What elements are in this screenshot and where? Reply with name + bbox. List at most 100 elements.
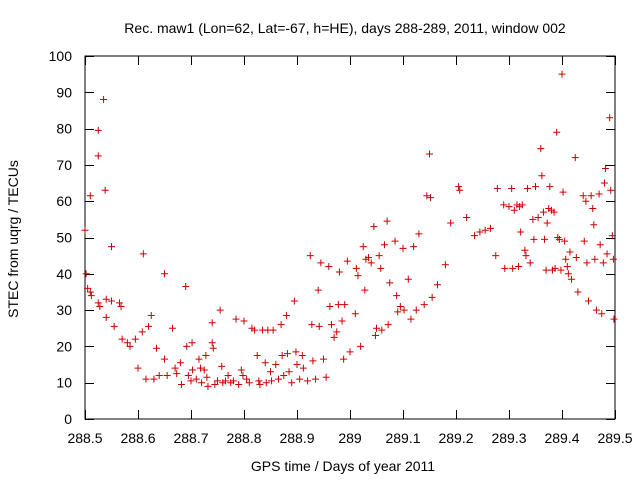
data-point bbox=[486, 224, 494, 232]
data-point bbox=[333, 328, 341, 336]
data-point bbox=[505, 203, 513, 211]
data-point bbox=[134, 364, 142, 372]
data-point bbox=[101, 186, 109, 194]
data-point bbox=[599, 259, 607, 267]
data-point bbox=[394, 308, 402, 316]
data-point bbox=[564, 270, 572, 278]
x-tick-label: 288.6 bbox=[120, 430, 155, 446]
y-tick-label: 90 bbox=[56, 84, 72, 100]
data-point bbox=[235, 381, 243, 389]
data-point bbox=[539, 208, 547, 216]
data-point bbox=[423, 192, 431, 200]
data-point bbox=[426, 150, 433, 158]
data-point bbox=[595, 190, 603, 198]
data-point bbox=[267, 368, 274, 376]
data-point bbox=[326, 302, 334, 310]
data-point bbox=[481, 226, 489, 234]
data-point bbox=[399, 244, 407, 252]
data-point bbox=[309, 357, 317, 365]
data-point bbox=[177, 381, 185, 389]
data-point bbox=[147, 312, 155, 320]
data-point bbox=[541, 235, 549, 243]
data-point bbox=[354, 272, 362, 280]
data-point bbox=[555, 235, 563, 243]
data-point bbox=[343, 257, 351, 265]
data-point bbox=[587, 192, 595, 200]
x-tick-label: 289 bbox=[338, 430, 362, 446]
data-point bbox=[501, 264, 509, 272]
data-point bbox=[346, 348, 354, 356]
data-point bbox=[304, 377, 312, 385]
data-point bbox=[386, 279, 394, 287]
chart-title: Rec. maw1 (Lon=62, Lat=-67, h=HE), days … bbox=[124, 20, 566, 36]
data-point bbox=[94, 299, 102, 307]
x-tick-label: 289.4 bbox=[544, 430, 579, 446]
data-point bbox=[306, 252, 314, 260]
data-point bbox=[509, 264, 517, 272]
data-point bbox=[579, 192, 587, 200]
data-point bbox=[204, 382, 212, 390]
data-point bbox=[261, 359, 269, 367]
data-point bbox=[463, 214, 471, 222]
data-point bbox=[572, 253, 580, 261]
data-point bbox=[327, 321, 335, 329]
data-point bbox=[142, 375, 150, 383]
data-point bbox=[441, 261, 449, 269]
data-point bbox=[188, 339, 196, 347]
data-point bbox=[288, 379, 296, 387]
data-point bbox=[335, 268, 343, 276]
data-point bbox=[163, 371, 171, 379]
data-point bbox=[214, 377, 221, 385]
data-point bbox=[87, 292, 95, 300]
data-point bbox=[404, 275, 412, 283]
x-tick-label: 288.9 bbox=[279, 430, 314, 446]
data-point bbox=[277, 321, 285, 329]
data-point bbox=[298, 351, 306, 359]
data-point bbox=[110, 322, 118, 330]
data-point bbox=[532, 183, 539, 191]
data-point bbox=[145, 322, 153, 330]
y-tick-labels: 0 10 20 30 40 50 60 70 80 90 100 bbox=[49, 48, 73, 427]
x-tick-label: 289.1 bbox=[385, 430, 420, 446]
data-point bbox=[601, 165, 609, 173]
data-point bbox=[493, 184, 501, 192]
data-point bbox=[551, 264, 559, 272]
data-point bbox=[580, 237, 588, 245]
data-point bbox=[526, 259, 534, 267]
data-point bbox=[562, 255, 570, 263]
data-point bbox=[218, 362, 226, 370]
data-point bbox=[517, 228, 525, 236]
data-point bbox=[447, 219, 455, 227]
data-point bbox=[161, 270, 168, 278]
data-point bbox=[600, 179, 608, 187]
data-point bbox=[268, 377, 276, 385]
data-point bbox=[377, 264, 385, 272]
data-point bbox=[338, 317, 346, 325]
data-point bbox=[209, 344, 217, 352]
data-point bbox=[208, 339, 216, 347]
data-point bbox=[315, 322, 323, 330]
data-point bbox=[96, 302, 104, 310]
data-point bbox=[312, 375, 320, 383]
y-tick-label: 0 bbox=[64, 411, 72, 427]
data-point bbox=[123, 339, 131, 347]
data-point bbox=[126, 342, 134, 350]
y-tick-label: 70 bbox=[56, 157, 72, 173]
data-point bbox=[571, 154, 579, 162]
data-point bbox=[86, 192, 94, 200]
data-point bbox=[325, 263, 333, 271]
data-point bbox=[542, 266, 550, 274]
data-point bbox=[224, 371, 232, 379]
data-point bbox=[592, 306, 600, 314]
data-point bbox=[197, 364, 205, 372]
data-point bbox=[396, 302, 404, 310]
data-point bbox=[251, 326, 259, 334]
data-point bbox=[115, 299, 123, 307]
data-point bbox=[330, 333, 338, 341]
y-tick-label: 10 bbox=[56, 375, 72, 391]
axis-ticks bbox=[85, 56, 616, 420]
data-points bbox=[81, 70, 618, 390]
data-point bbox=[515, 263, 523, 271]
data-point bbox=[508, 184, 516, 192]
data-point bbox=[574, 288, 582, 296]
